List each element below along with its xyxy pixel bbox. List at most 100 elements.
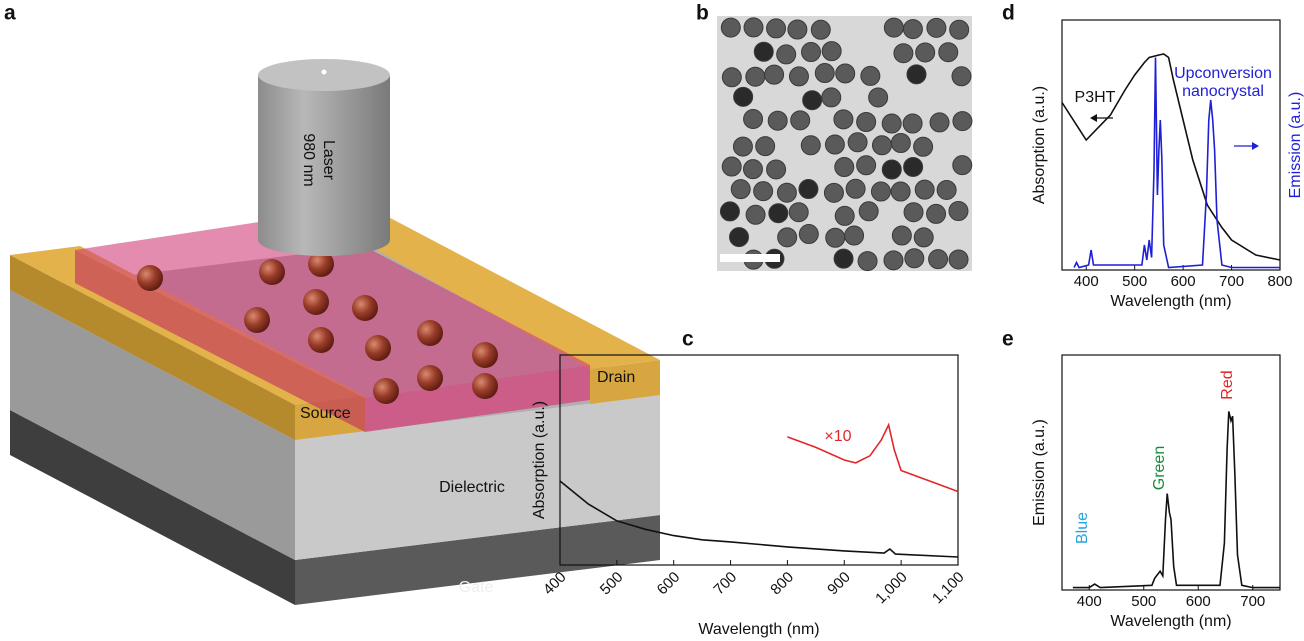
particle bbox=[857, 113, 876, 132]
particle bbox=[754, 42, 773, 61]
particle bbox=[768, 111, 787, 130]
laser-label: 980 nm bbox=[300, 133, 317, 186]
particle bbox=[803, 91, 822, 110]
panel-letter: c bbox=[682, 328, 694, 351]
x-tick-label: 500 bbox=[1131, 593, 1156, 610]
particle bbox=[824, 183, 843, 202]
particle bbox=[765, 65, 784, 84]
x-axis-label: Wavelength (nm) bbox=[1110, 613, 1231, 630]
laser-label: Laser bbox=[320, 140, 337, 181]
plot-frame bbox=[1062, 355, 1280, 590]
x-tick-label: 700 bbox=[1240, 593, 1265, 610]
panel-letter: b bbox=[696, 2, 709, 25]
panel-letter: e bbox=[1002, 328, 1014, 351]
particle bbox=[791, 111, 810, 130]
particle bbox=[754, 182, 773, 201]
particle bbox=[927, 204, 946, 223]
particle bbox=[767, 160, 786, 179]
particle bbox=[730, 228, 749, 247]
particle bbox=[937, 180, 956, 199]
figure: a b d c e 980 nm L bbox=[0, 0, 1304, 641]
particle bbox=[744, 110, 763, 129]
x-tick-label: 500 bbox=[597, 569, 627, 599]
annotation: ×10 bbox=[824, 428, 851, 445]
drain-label: Drain bbox=[597, 369, 635, 386]
particle bbox=[769, 204, 788, 223]
particle bbox=[822, 88, 841, 107]
particle bbox=[949, 250, 968, 269]
x-tick-label: 600 bbox=[1171, 273, 1196, 290]
x-tick-label: 800 bbox=[1267, 273, 1292, 290]
particle bbox=[722, 68, 741, 87]
particle bbox=[892, 226, 911, 245]
particle bbox=[904, 157, 923, 176]
particle bbox=[734, 87, 753, 106]
particle bbox=[746, 67, 765, 86]
annotation: Green bbox=[1151, 446, 1168, 490]
particle bbox=[915, 180, 934, 199]
source-label: Source bbox=[300, 405, 351, 422]
y2-axis-label: Emission (a.u.) bbox=[1287, 92, 1304, 199]
scale-bar bbox=[720, 254, 780, 262]
particle bbox=[834, 249, 853, 268]
plot-frame bbox=[1062, 20, 1280, 270]
particle bbox=[882, 160, 901, 179]
x-tick-label: 1,000 bbox=[872, 569, 911, 608]
particle bbox=[733, 137, 752, 156]
y-axis-label: Absorption (a.u.) bbox=[1031, 86, 1048, 204]
x-tick-label: 900 bbox=[824, 569, 854, 599]
particle bbox=[903, 20, 922, 39]
particle bbox=[950, 20, 969, 39]
particle bbox=[952, 67, 971, 86]
particle bbox=[799, 225, 818, 244]
annotation: Blue bbox=[1074, 512, 1091, 544]
x-tick-label: 800 bbox=[767, 569, 797, 599]
particle bbox=[929, 250, 948, 269]
particle bbox=[788, 20, 807, 39]
panel-letter: d bbox=[1002, 2, 1015, 25]
particle bbox=[756, 137, 775, 156]
particle bbox=[871, 182, 890, 201]
particle bbox=[903, 114, 922, 133]
particle bbox=[746, 205, 765, 224]
x-tick-label: 400 bbox=[1077, 593, 1102, 610]
particle bbox=[777, 183, 796, 202]
particle bbox=[916, 43, 935, 62]
particle bbox=[930, 113, 949, 132]
particle bbox=[845, 226, 864, 245]
device-diagram: 980 nm Laser Source Drain Dielectric Gat… bbox=[10, 59, 660, 605]
particle bbox=[826, 228, 845, 247]
x-tick-label: 400 bbox=[1074, 273, 1099, 290]
panel-letter: a bbox=[4, 2, 16, 25]
particle bbox=[891, 182, 910, 201]
axis-arrows bbox=[1090, 114, 1259, 150]
particle bbox=[789, 203, 808, 222]
particle bbox=[722, 157, 741, 176]
x-tick-label: 600 bbox=[654, 569, 684, 599]
x-axis-label: Wavelength (nm) bbox=[698, 621, 819, 638]
series-line bbox=[787, 425, 958, 492]
particle bbox=[894, 44, 913, 63]
x-tick-label: 500 bbox=[1122, 273, 1147, 290]
particle bbox=[835, 158, 854, 177]
particle bbox=[861, 66, 880, 85]
particle bbox=[836, 64, 855, 83]
annotation: P3HT bbox=[1075, 89, 1116, 106]
particle bbox=[953, 156, 972, 175]
particle bbox=[914, 137, 933, 156]
particle bbox=[939, 43, 958, 62]
particle bbox=[872, 136, 891, 155]
particle bbox=[949, 202, 968, 221]
tem-micrograph bbox=[717, 16, 972, 271]
annotation: Red bbox=[1219, 370, 1236, 399]
particle bbox=[857, 156, 876, 175]
particle bbox=[778, 228, 797, 247]
particle bbox=[907, 65, 926, 84]
particle bbox=[884, 251, 903, 270]
annotation: Upconversion bbox=[1174, 65, 1272, 82]
annotation: nanocrystal bbox=[1182, 83, 1264, 100]
particle bbox=[744, 18, 763, 37]
gate-label: Gate bbox=[459, 579, 494, 596]
particle bbox=[859, 202, 878, 221]
particle bbox=[905, 249, 924, 268]
